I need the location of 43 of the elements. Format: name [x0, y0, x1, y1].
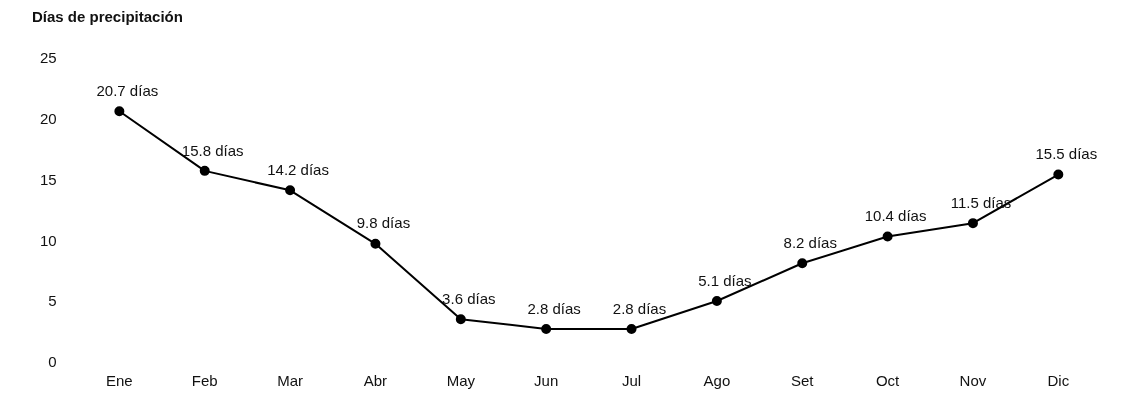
x-tick-label: Ago	[703, 372, 731, 390]
y-tick-label: 20	[40, 109, 57, 127]
point	[199, 165, 210, 176]
y-tick-label: 10	[40, 231, 57, 249]
y-tick-label: 5	[48, 292, 57, 310]
point	[370, 238, 381, 249]
y-tick-label: 15	[40, 170, 57, 188]
x-tick-label: Feb	[191, 372, 218, 390]
point	[1053, 169, 1064, 180]
x-tick-label: Oct	[875, 372, 901, 390]
data-label: 14.2 días	[267, 160, 329, 178]
y-tick-label: 0	[48, 353, 57, 371]
data-label: 5.1 días	[698, 271, 752, 289]
data-label: 2.8 días	[612, 299, 667, 317]
point	[797, 258, 808, 269]
chart-title: Días de precipitación	[32, 8, 183, 25]
x-tick-label: Jul	[621, 372, 642, 390]
x-tick-label: Ene	[106, 372, 133, 390]
data-label: 15.8 días	[181, 141, 244, 159]
point	[114, 106, 125, 117]
x-tick-label: Nov	[959, 372, 987, 390]
x-tick-label: Dic	[1047, 372, 1070, 390]
data-label: 15.5 días	[1035, 145, 1098, 163]
point	[285, 185, 296, 196]
x-tick-label: Mar	[277, 372, 304, 390]
x-tick-label: Set	[790, 372, 815, 390]
point	[882, 231, 893, 242]
x-tick-label: Jun	[534, 372, 559, 390]
x-tick-label: May	[446, 372, 476, 390]
point	[455, 314, 466, 325]
data-label: 11.5 días	[950, 193, 1012, 211]
data-label: 2.8 días	[527, 299, 581, 317]
data-label: 8.2 días	[783, 233, 837, 251]
x-tick-label: Abr	[363, 372, 388, 390]
point	[626, 323, 637, 334]
point	[967, 218, 978, 229]
data-label: 10.4 días	[864, 207, 927, 225]
data-label: 20.7 días	[96, 81, 159, 99]
y-tick-label: 25	[40, 49, 57, 67]
data-label: 9.8 días	[356, 214, 411, 232]
point	[541, 323, 552, 334]
data-label: 3.6 días	[442, 289, 496, 307]
point	[711, 295, 722, 306]
